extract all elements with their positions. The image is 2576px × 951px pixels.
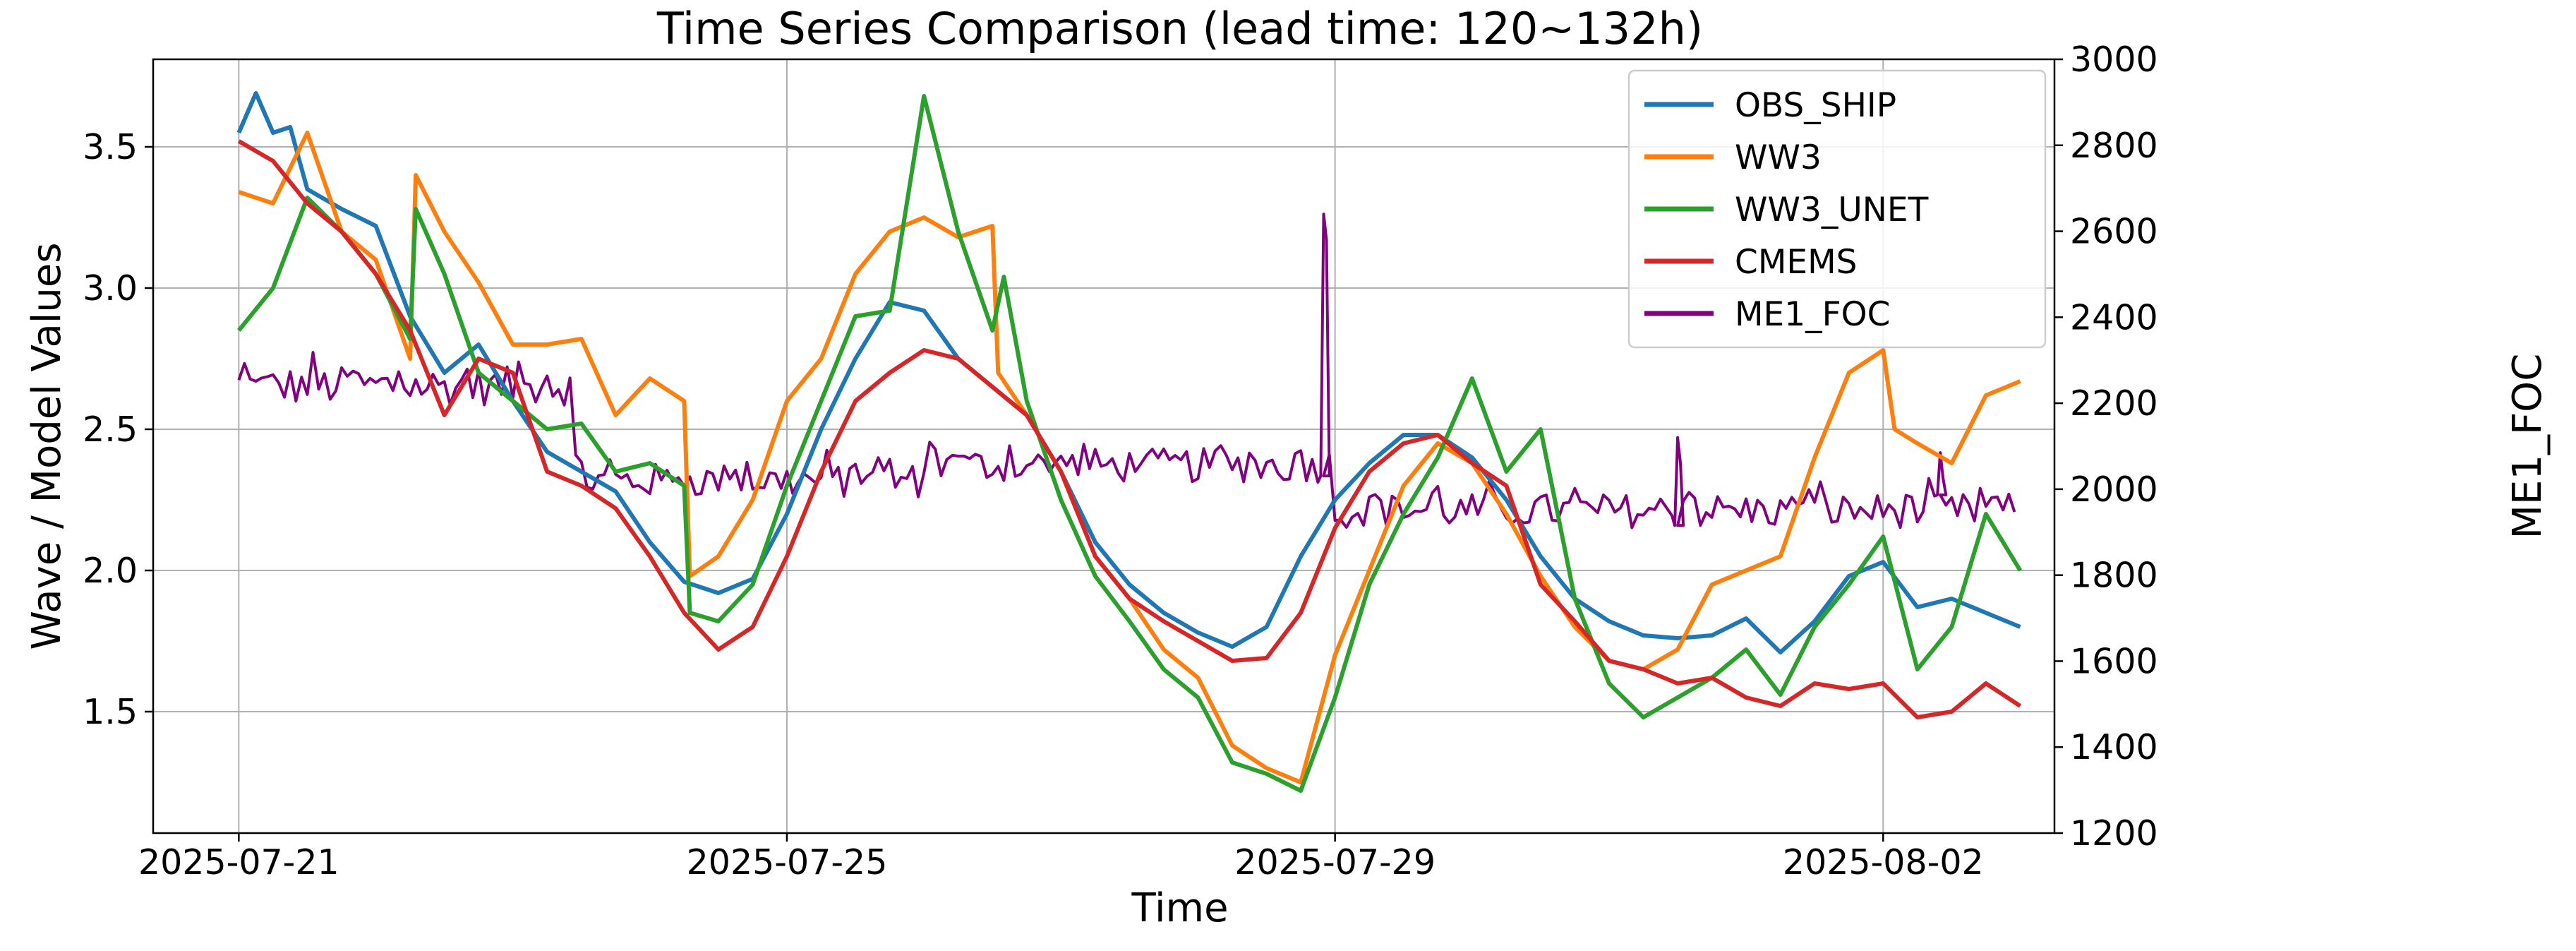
legend: OBS_SHIP WW3 WW3_UNET CMEMS ME1_FOC (1627, 69, 2047, 349)
y-right-tick-label: 2000 (2070, 469, 2158, 510)
y-right-tick-label: 1800 (2070, 556, 2158, 596)
y-right-tick-label: 3000 (2070, 40, 2158, 80)
legend-label: WW3 (1735, 138, 1822, 177)
y-left-axis-label: Wave / Model Values (24, 242, 70, 650)
y-right-tick-label: 2200 (2070, 383, 2158, 424)
x-tick-label: 2025-07-29 (1234, 842, 1436, 883)
y-left-axis-ticks: 1.5 2.0 2.5 3.0 3.5 (83, 127, 153, 732)
legend-label: OBS_SHIP (1735, 86, 1896, 125)
legend-box (1627, 69, 2047, 349)
y-left-tick-label: 1.5 (83, 692, 138, 732)
y-right-axis-label: ME1_FOC (2505, 354, 2551, 539)
y-right-tick-label: 1600 (2070, 641, 2158, 681)
x-tick-label: 2025-08-02 (1783, 842, 1984, 883)
x-axis-label: Time (1131, 885, 1228, 931)
chart-title: Time Series Comparison (lead time: 120~1… (656, 3, 1703, 54)
legend-label: WW3_UNET (1735, 191, 1929, 229)
y-left-tick-label: 3.0 (83, 268, 138, 309)
y-left-tick-label: 2.5 (83, 409, 138, 450)
y-right-tick-label: 2400 (2070, 297, 2158, 337)
legend-label: CMEMS (1735, 243, 1857, 282)
x-tick-label: 2025-07-25 (687, 842, 888, 883)
legend-label: ME1_FOC (1735, 295, 1891, 334)
plot-frame (152, 58, 2056, 835)
y-left-tick-label: 2.0 (83, 551, 138, 591)
y-left-tick-label: 3.5 (83, 127, 138, 167)
series-cmems-line (237, 139, 2022, 719)
y-right-axis-ticks: 1200 1400 1600 1800 2000 2200 2400 2600 2800 3000 (2054, 40, 2158, 854)
plot-series (236, 91, 2023, 793)
y-right-tick-label: 1400 (2070, 727, 2158, 767)
y-right-tick-label: 2800 (2070, 126, 2158, 166)
series-obs-ship-line (236, 91, 2021, 654)
series-me1-foc-line (237, 213, 2016, 530)
series-ww3-unet-line (237, 94, 2023, 793)
x-axis-ticks: 2025-07-21 2025-07-25 2025-07-29 2025-08-02 (138, 833, 1984, 883)
x-tick-label: 2025-07-21 (138, 842, 339, 883)
y-right-tick-label: 2600 (2070, 212, 2158, 252)
y-right-tick-label: 1200 (2070, 813, 2158, 854)
